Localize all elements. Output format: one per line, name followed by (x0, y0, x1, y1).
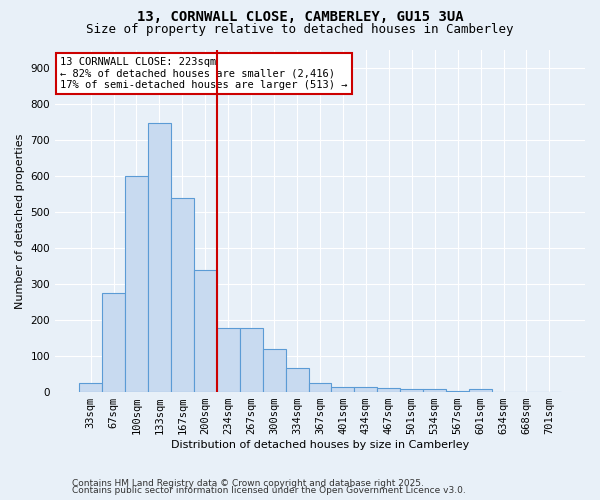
Text: Size of property relative to detached houses in Camberley: Size of property relative to detached ho… (86, 22, 514, 36)
Bar (102, 293, 125, 392)
Text: Contains public sector information licensed under the Open Government Licence v3: Contains public sector information licen… (72, 486, 466, 495)
Text: 13, CORNWALL CLOSE, CAMBERLEY, GU15 3UA: 13, CORNWALL CLOSE, CAMBERLEY, GU15 3UA (137, 10, 463, 24)
Bar (79, 383, 102, 392)
Bar (171, 198, 194, 392)
Bar (194, 270, 217, 392)
Bar (286, 368, 308, 392)
Text: 13 CORNWALL CLOSE: 223sqm
← 82% of detached houses are smaller (2,416)
17% of se: 13 CORNWALL CLOSE: 223sqm ← 82% of detac… (61, 57, 348, 90)
Bar (355, 386, 377, 392)
Bar (423, 389, 446, 392)
Bar (263, 349, 286, 392)
Bar (125, 176, 148, 392)
Bar (377, 388, 400, 392)
Bar (308, 383, 331, 392)
Bar (446, 391, 469, 392)
Bar (400, 389, 423, 392)
X-axis label: Distribution of detached houses by size in Camberley: Distribution of detached houses by size … (171, 440, 469, 450)
Y-axis label: Number of detached properties: Number of detached properties (15, 134, 25, 308)
Bar (148, 122, 171, 392)
Bar (469, 389, 492, 392)
Bar (240, 328, 263, 392)
Bar (331, 386, 355, 392)
Text: Contains HM Land Registry data © Crown copyright and database right 2025.: Contains HM Land Registry data © Crown c… (72, 478, 424, 488)
Bar (217, 328, 240, 392)
